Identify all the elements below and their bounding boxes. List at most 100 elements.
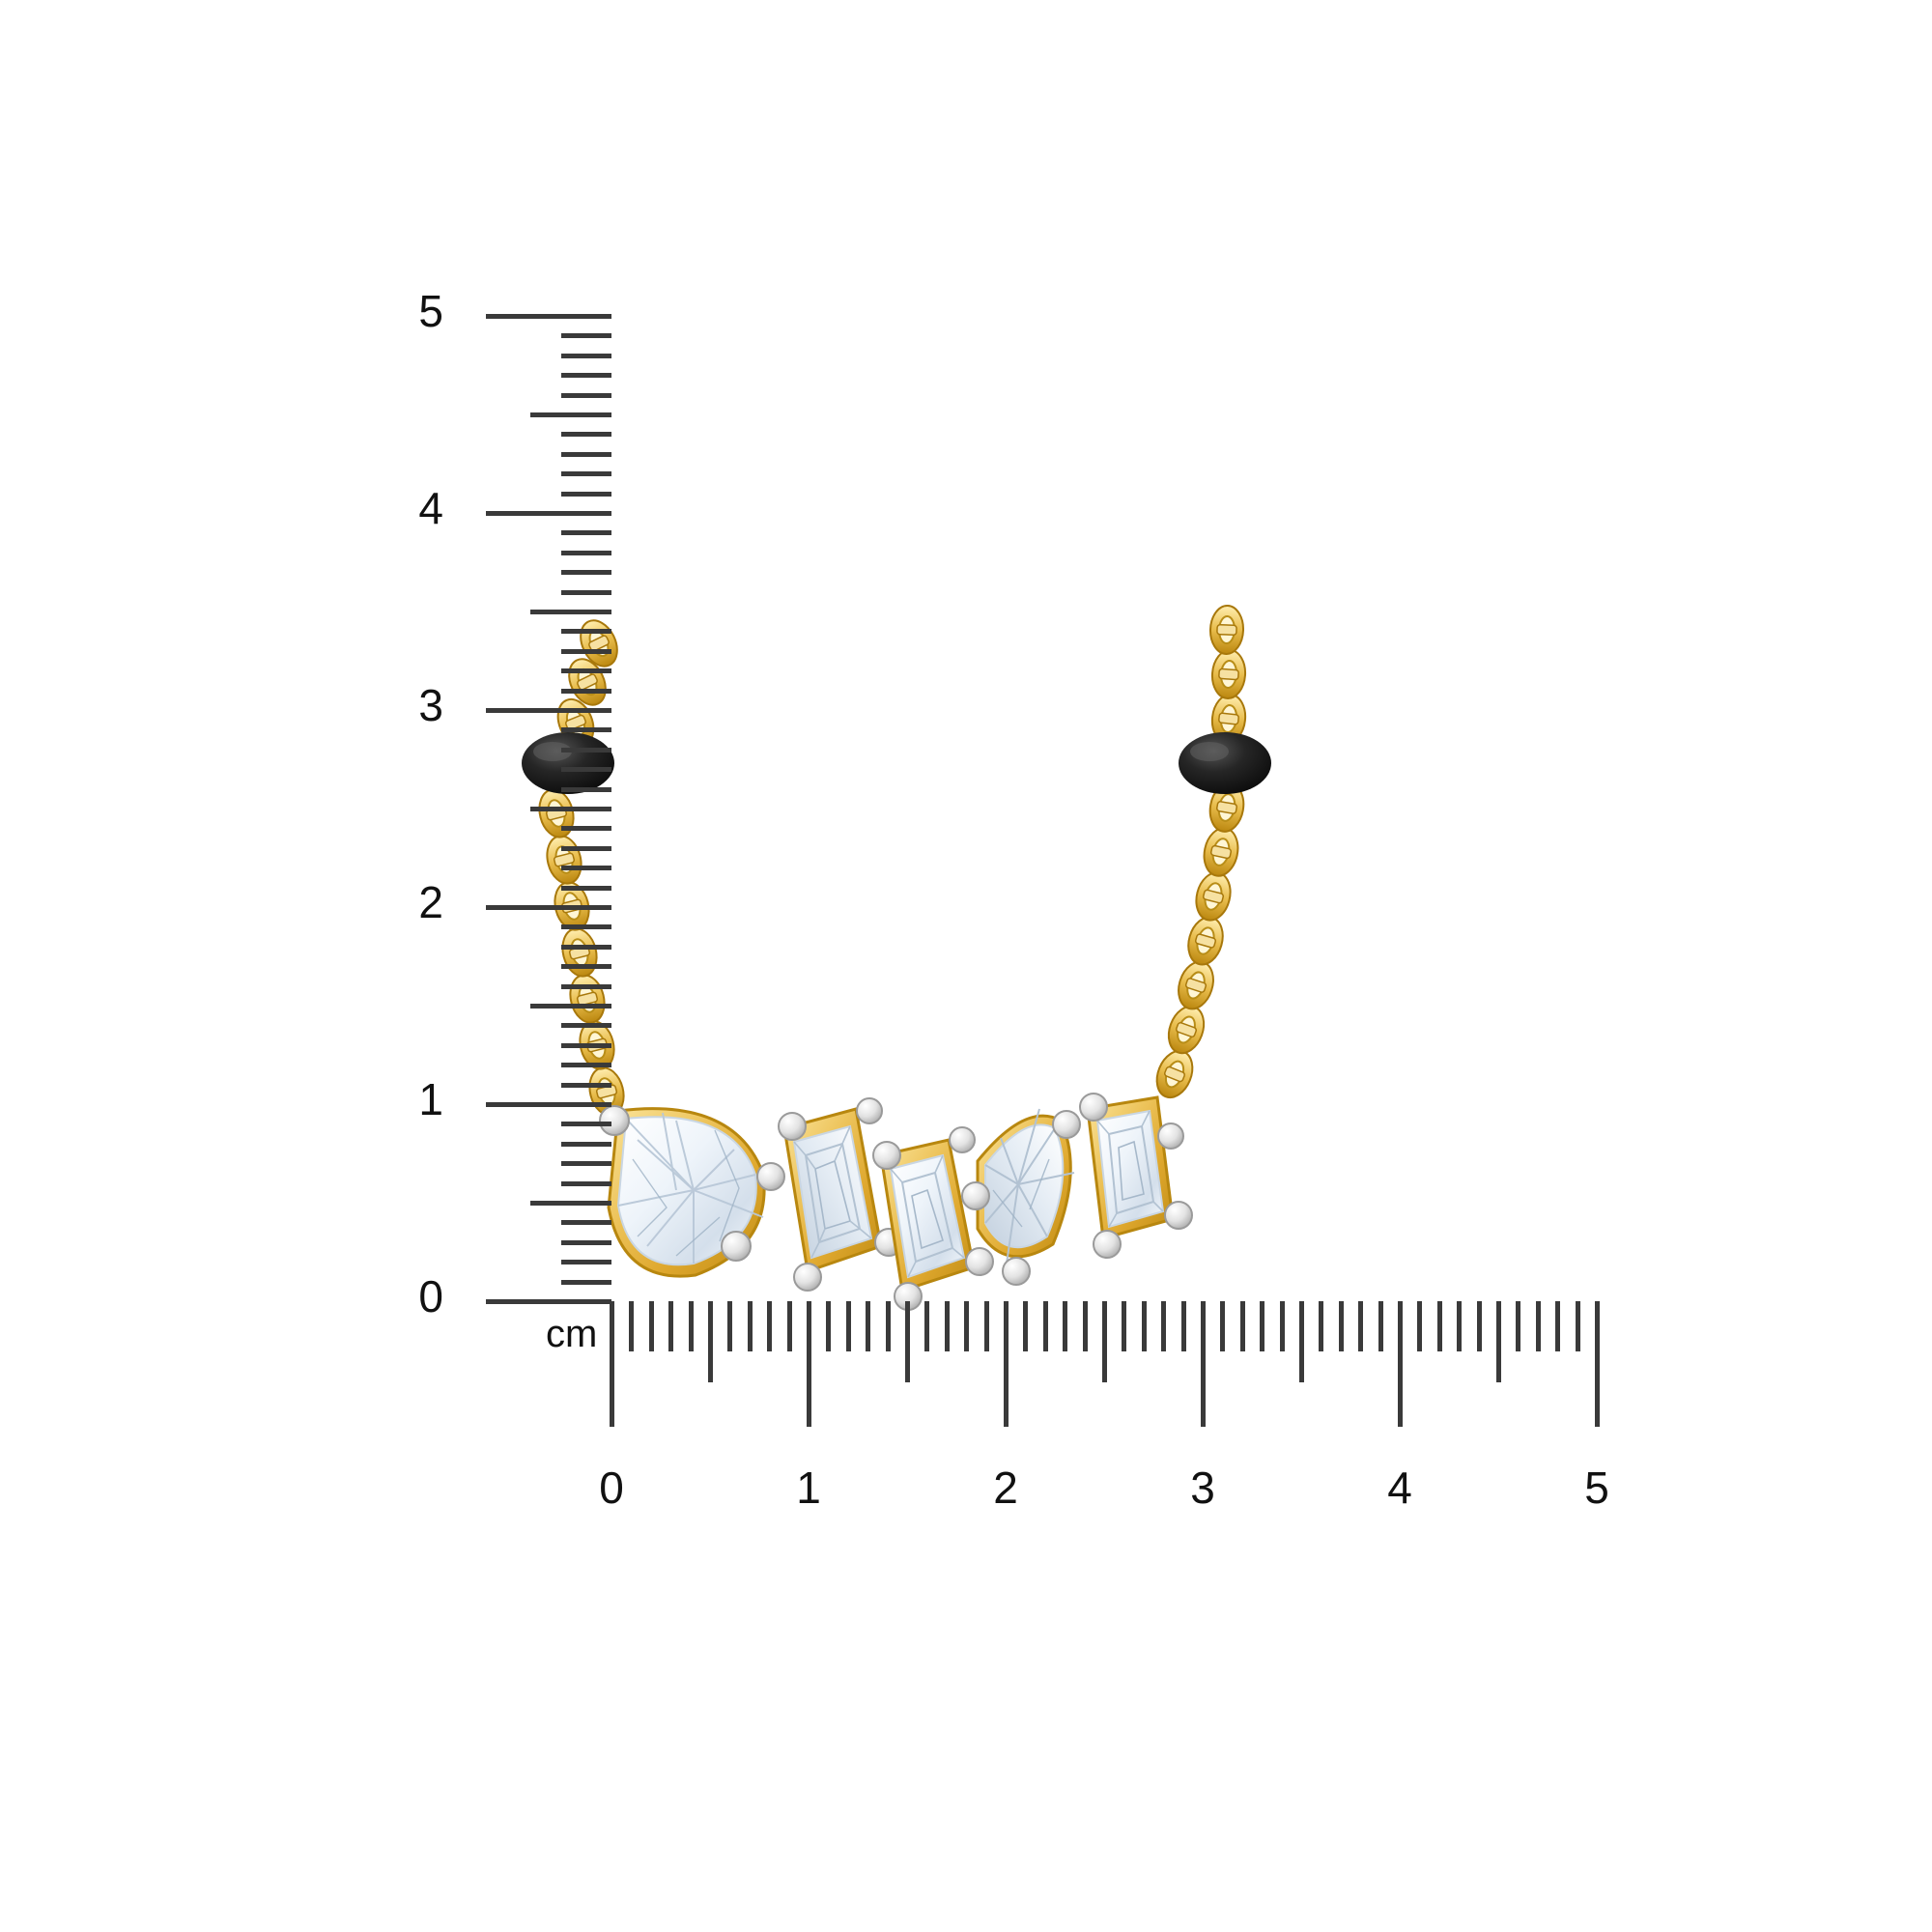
vruler-label-2: 2 bbox=[418, 877, 443, 927]
hruler-minor-tick bbox=[1141, 1301, 1147, 1351]
hruler-minor-tick bbox=[1042, 1301, 1048, 1351]
vruler-major-tick bbox=[486, 1102, 611, 1107]
vruler-minor-tick bbox=[561, 1180, 611, 1186]
hruler-label-3: 3 bbox=[1190, 1463, 1215, 1513]
vruler-minor-tick bbox=[561, 333, 611, 339]
vruler-minor-tick bbox=[561, 688, 611, 694]
hruler-minor-tick bbox=[1023, 1301, 1029, 1351]
hruler-minor-tick bbox=[668, 1301, 674, 1351]
vruler-minor-tick bbox=[561, 866, 611, 871]
vruler-minor-tick bbox=[561, 570, 611, 576]
vruler-minor-tick bbox=[561, 668, 611, 674]
hruler-label-2: 2 bbox=[993, 1463, 1018, 1513]
hruler-minor-tick bbox=[1260, 1301, 1265, 1351]
stone-emerald-3 bbox=[872, 1126, 994, 1311]
vruler-minor-tick bbox=[561, 1279, 611, 1285]
hruler-label-5: 5 bbox=[1584, 1463, 1609, 1513]
vruler-minor-tick bbox=[561, 353, 611, 358]
hruler-minor-tick bbox=[1063, 1301, 1068, 1351]
vruler-minor-tick bbox=[561, 944, 611, 950]
vruler-minor-tick bbox=[561, 767, 611, 773]
vruler-label-3: 3 bbox=[418, 680, 443, 730]
vruler-major-tick bbox=[486, 708, 611, 713]
hruler-half-tick bbox=[1102, 1301, 1107, 1382]
vruler-half-tick bbox=[530, 807, 611, 811]
vruler-minor-tick bbox=[561, 1161, 611, 1167]
vruler-minor-tick bbox=[561, 1220, 611, 1226]
hruler-minor-tick bbox=[747, 1301, 753, 1351]
hruler-half-tick bbox=[1299, 1301, 1304, 1382]
bead-right bbox=[1179, 732, 1271, 794]
hruler-minor-tick bbox=[727, 1301, 733, 1351]
vruler-minor-tick bbox=[561, 648, 611, 654]
hruler-half-tick bbox=[708, 1301, 713, 1382]
vruler-minor-tick bbox=[561, 924, 611, 930]
vruler-major-tick bbox=[486, 511, 611, 516]
vruler-minor-tick bbox=[561, 550, 611, 555]
hruler-minor-tick bbox=[1338, 1301, 1344, 1351]
stone-emerald-2 bbox=[778, 1097, 903, 1292]
hruler-minor-tick bbox=[964, 1301, 970, 1351]
stone-pear-4 bbox=[961, 1108, 1081, 1286]
vruler-label-0: 0 bbox=[418, 1271, 443, 1321]
hruler-minor-tick bbox=[1082, 1301, 1088, 1351]
vruler-minor-tick bbox=[561, 983, 611, 989]
hruler-minor-tick bbox=[1358, 1301, 1364, 1351]
vruler-label-1: 1 bbox=[418, 1074, 443, 1124]
hruler-minor-tick bbox=[924, 1301, 930, 1351]
hruler-minor-tick bbox=[1161, 1301, 1167, 1351]
vruler-minor-tick bbox=[561, 589, 611, 595]
hruler-major-tick bbox=[1201, 1301, 1206, 1427]
hruler-minor-tick bbox=[1436, 1301, 1442, 1351]
hruler-minor-tick bbox=[866, 1301, 871, 1351]
vruler-minor-tick bbox=[561, 1042, 611, 1048]
hruler-major-tick bbox=[610, 1301, 614, 1427]
hruler-minor-tick bbox=[1378, 1301, 1383, 1351]
hruler-minor-tick bbox=[688, 1301, 694, 1351]
vruler-minor-tick bbox=[561, 392, 611, 398]
hruler-half-tick bbox=[905, 1301, 910, 1382]
hruler-label-0: 0 bbox=[599, 1463, 624, 1513]
vruler-minor-tick bbox=[561, 471, 611, 477]
vruler-minor-tick bbox=[561, 964, 611, 970]
hruler-minor-tick bbox=[1279, 1301, 1285, 1351]
stone-emerald-5 bbox=[1079, 1093, 1193, 1259]
chain-right bbox=[1149, 604, 1249, 1104]
hruler-minor-tick bbox=[1516, 1301, 1521, 1351]
hruler-minor-tick bbox=[1555, 1301, 1561, 1351]
hruler-major-tick bbox=[1595, 1301, 1600, 1427]
vruler-half-tick bbox=[530, 1201, 611, 1206]
hruler-minor-tick bbox=[1180, 1301, 1186, 1351]
vruler-minor-tick bbox=[561, 432, 611, 438]
vruler-minor-tick bbox=[561, 629, 611, 635]
hruler-label-4: 4 bbox=[1387, 1463, 1412, 1513]
bead-left bbox=[522, 732, 614, 794]
vruler-minor-tick bbox=[561, 373, 611, 379]
vruler-minor-tick bbox=[561, 845, 611, 851]
vruler-minor-tick bbox=[561, 1082, 611, 1088]
hruler-minor-tick bbox=[1535, 1301, 1541, 1351]
hruler-minor-tick bbox=[885, 1301, 891, 1351]
vruler-minor-tick bbox=[561, 727, 611, 733]
hruler-minor-tick bbox=[1575, 1301, 1580, 1351]
vruler-minor-tick bbox=[561, 1141, 611, 1147]
cm-unit-label: cm bbox=[546, 1313, 598, 1355]
hruler-major-tick bbox=[1398, 1301, 1403, 1427]
hruler-minor-tick bbox=[826, 1301, 832, 1351]
hruler-minor-tick bbox=[1457, 1301, 1463, 1351]
vruler-half-tick bbox=[530, 1004, 611, 1009]
hruler-minor-tick bbox=[1122, 1301, 1127, 1351]
vruler-minor-tick bbox=[561, 786, 611, 792]
stone-pear-1 bbox=[599, 1105, 785, 1278]
vruler-label-4: 4 bbox=[418, 483, 443, 533]
vruler-minor-tick bbox=[561, 826, 611, 832]
hruler-minor-tick bbox=[944, 1301, 950, 1351]
vruler-minor-tick bbox=[561, 1063, 611, 1068]
hruler-minor-tick bbox=[1220, 1301, 1226, 1351]
hruler-minor-tick bbox=[1239, 1301, 1245, 1351]
vruler-major-tick bbox=[486, 314, 611, 319]
hruler-half-tick bbox=[1496, 1301, 1501, 1382]
vruler-major-tick bbox=[486, 905, 611, 910]
vruler-half-tick bbox=[530, 412, 611, 417]
